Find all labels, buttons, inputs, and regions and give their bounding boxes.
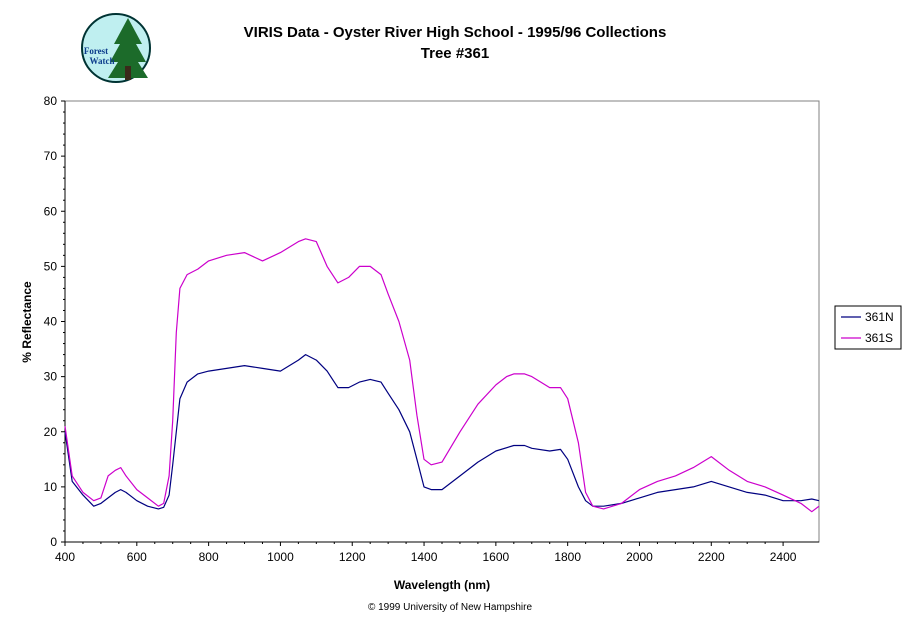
chart-title: VIRIS Data - Oyster River High School - …	[244, 24, 667, 41]
y-tick-label: 0	[50, 535, 57, 549]
y-tick-label: 10	[44, 480, 58, 494]
legend-box	[834, 305, 902, 350]
chart-subtitle: Tree #361	[421, 45, 489, 62]
logo-tree	[108, 18, 148, 78]
logo-trunk	[125, 66, 131, 80]
copyright-text: © 1999 University of New Hampshire	[368, 602, 533, 613]
x-tick-label: 400	[55, 550, 75, 564]
x-tick-label: 2000	[626, 550, 653, 564]
y-ticks: 0 10 20 30 40 50 60 70 80	[44, 94, 65, 549]
y-tick-label: 70	[44, 149, 58, 163]
series-line-361n	[64, 354, 820, 510]
x-tick-label: 1000	[267, 550, 294, 564]
legend: 361N 361S	[834, 305, 902, 350]
x-ticks: 400 600 800 1000 1200 1400 1600 1800 2000 2200 240…	[55, 542, 797, 564]
x-axis-label: Wavelength (nm)	[394, 578, 490, 592]
y-tick-label: 50	[44, 259, 58, 273]
series-line-361s	[64, 238, 820, 513]
x-tick-label: 1400	[411, 550, 438, 564]
logo-text-forest: Forest	[84, 46, 108, 56]
legend-label-361n: 361N	[865, 310, 894, 324]
forest-watch-logo: Forest Watch	[81, 13, 151, 83]
x-tick-label: 2200	[698, 550, 725, 564]
x-tick-label: 1600	[483, 550, 510, 564]
x-tick-label: 800	[199, 550, 219, 564]
x-tick-label: 2400	[770, 550, 797, 564]
y-axis-label: % Reflectance	[20, 281, 34, 363]
legend-label-361s: 361S	[865, 331, 893, 345]
y-tick-label: 80	[44, 94, 58, 108]
y-tick-label: 60	[44, 204, 58, 218]
series-lines	[64, 238, 820, 513]
y-tick-label: 30	[44, 370, 58, 384]
x-tick-label: 1200	[339, 550, 366, 564]
x-tick-label: 1800	[554, 550, 581, 564]
plot-area	[64, 100, 820, 543]
y-tick-label: 40	[44, 315, 58, 329]
x-tick-label: 600	[127, 550, 147, 564]
y-tick-label: 20	[44, 425, 58, 439]
logo-text-watch: Watch	[89, 56, 114, 66]
